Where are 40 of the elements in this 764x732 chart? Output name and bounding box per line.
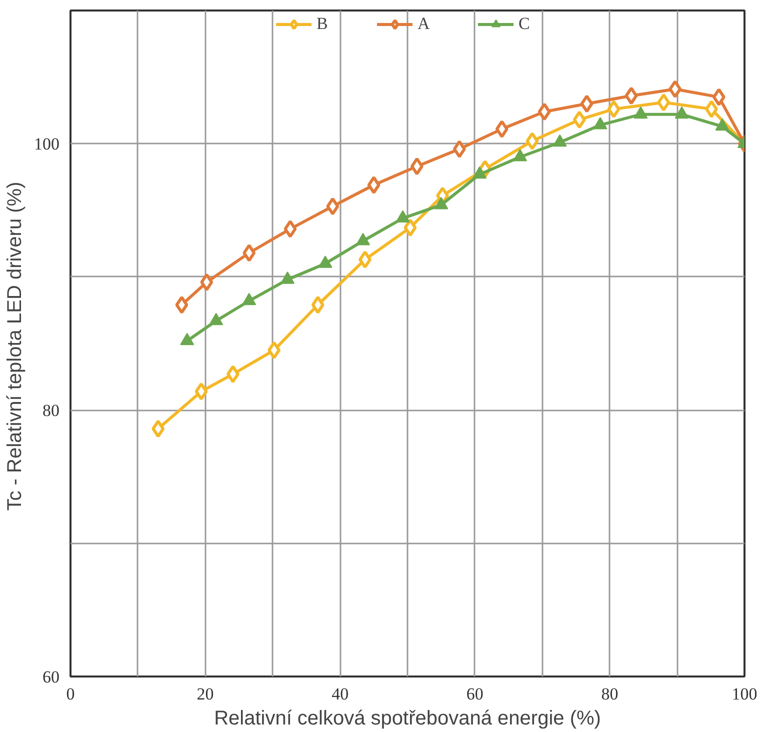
point bbox=[410, 157, 424, 176]
point bbox=[495, 120, 508, 138]
point bbox=[624, 86, 638, 105]
y-axis-title: Tc - Relativní teplota LED driveru (%) bbox=[4, 182, 26, 511]
point bbox=[200, 273, 214, 292]
point bbox=[367, 176, 380, 194]
point bbox=[657, 93, 670, 112]
x-tick-label: 20 bbox=[196, 684, 214, 704]
point bbox=[152, 420, 165, 438]
point bbox=[580, 94, 594, 113]
x-tick-label: 40 bbox=[332, 684, 349, 704]
point bbox=[284, 220, 297, 238]
y-tick-label: 80 bbox=[42, 401, 60, 420]
y-tick-label: 100 bbox=[34, 134, 60, 154]
x-tick-label: 80 bbox=[601, 684, 618, 704]
point bbox=[226, 365, 240, 384]
point bbox=[268, 341, 281, 360]
point bbox=[538, 102, 551, 121]
point bbox=[326, 197, 340, 216]
legend-label: B bbox=[316, 14, 329, 34]
point bbox=[311, 296, 324, 314]
x-axis-title: Relativní celková spotřebovaná energie (%) bbox=[214, 708, 601, 730]
point bbox=[242, 244, 256, 262]
point bbox=[452, 140, 466, 158]
legend-label: C bbox=[518, 14, 531, 34]
x-tick-label: 0 bbox=[66, 684, 75, 704]
point bbox=[175, 296, 188, 314]
point bbox=[358, 250, 372, 269]
x-tick-label: 60 bbox=[466, 684, 484, 704]
point bbox=[712, 88, 726, 106]
point bbox=[607, 100, 620, 118]
point bbox=[704, 100, 718, 118]
point bbox=[668, 80, 682, 98]
point bbox=[404, 218, 417, 237]
legend-label: A bbox=[418, 14, 431, 34]
point bbox=[194, 382, 208, 400]
y-tick-label: 60 bbox=[42, 668, 60, 686]
point bbox=[526, 132, 539, 150]
x-tick-label: 100 bbox=[732, 684, 758, 704]
point bbox=[572, 110, 586, 129]
